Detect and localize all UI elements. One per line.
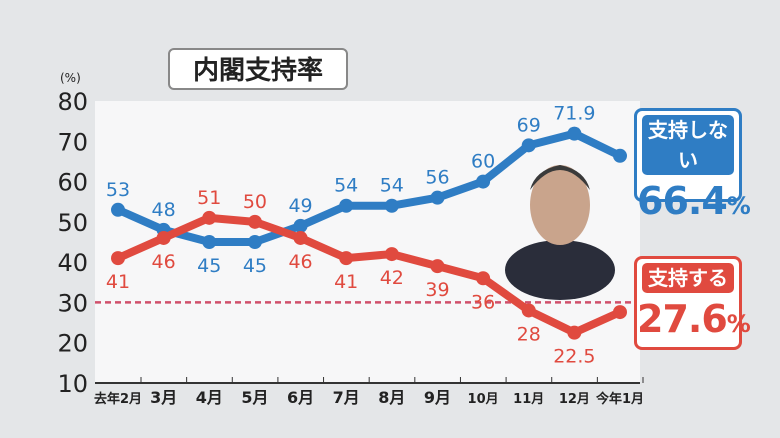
- x-tick-label: 今年1月: [595, 391, 644, 407]
- y-tick-label: 40: [57, 249, 88, 277]
- x-tick-label: 5月: [241, 388, 268, 407]
- y-tick-label: 60: [57, 169, 88, 197]
- data-point: [567, 325, 582, 340]
- data-label: 71.9: [553, 103, 595, 125]
- data-point: [156, 230, 171, 245]
- x-tick-label: 11月: [513, 392, 544, 407]
- x-tick-label: 4月: [196, 388, 223, 407]
- data-point: [111, 202, 125, 217]
- x-tick-label: 6月: [287, 388, 314, 407]
- data-point: [430, 259, 445, 274]
- data-label: 69: [517, 114, 541, 136]
- data-label: 22.5: [553, 346, 595, 368]
- y-tick-label: 80: [57, 88, 88, 116]
- data-point: [476, 271, 491, 286]
- data-label: 41: [334, 271, 358, 293]
- data-point: [430, 190, 445, 205]
- data-label: 41: [106, 271, 130, 293]
- data-label: 50: [243, 191, 267, 213]
- x-tick-label: 8月: [378, 388, 405, 407]
- y-tick-label: 50: [57, 209, 88, 237]
- data-label: 54: [380, 175, 404, 197]
- y-tick-label: 20: [57, 330, 88, 358]
- portrait-hair: [530, 165, 590, 190]
- chart-title: 内閣支持率: [168, 48, 348, 90]
- data-label: 51: [197, 187, 221, 209]
- data-point: [521, 303, 536, 318]
- x-tick-label: 3月: [150, 388, 177, 407]
- data-label: 54: [334, 175, 358, 197]
- data-label: 49: [288, 195, 312, 217]
- series-line-1: [116, 213, 622, 337]
- portrait-face: [530, 165, 590, 245]
- data-label: 39: [425, 279, 449, 301]
- data-point: [247, 235, 262, 249]
- approve-label: 支持する: [642, 263, 734, 293]
- approve-latest-value: 27.6%: [637, 297, 751, 341]
- data-point: [613, 305, 627, 320]
- y-tick-label: 70: [57, 128, 88, 156]
- approve-legend-box: 支持する 27.6%: [634, 256, 751, 350]
- data-label: 60: [471, 151, 495, 173]
- x-tick-label: 7月: [333, 388, 360, 407]
- y-tick-label: 30: [57, 289, 88, 317]
- data-label: 53: [106, 179, 130, 201]
- data-point: [339, 251, 354, 266]
- data-point: [476, 174, 491, 189]
- series-line-0: [116, 129, 622, 246]
- disapprove-legend-box: 支持しない 66.4%: [634, 108, 751, 223]
- x-tick-label: 10月: [468, 392, 499, 407]
- y-axis-unit: (%): [60, 71, 81, 85]
- data-label: 45: [243, 255, 267, 277]
- data-point: [293, 218, 308, 233]
- x-tick-label: 12月: [559, 392, 590, 407]
- data-point: [567, 126, 582, 141]
- data-point: [384, 247, 399, 262]
- y-tick-label: 10: [57, 370, 88, 398]
- data-label: 42: [380, 267, 404, 289]
- data-label: 48: [152, 199, 176, 221]
- x-tick-label: 去年2月: [94, 391, 142, 407]
- disapprove-latest-value: 66.4%: [637, 179, 751, 223]
- data-label: 45: [197, 255, 221, 277]
- data-point: [202, 235, 217, 249]
- data-point: [384, 198, 399, 213]
- data-point: [521, 138, 536, 153]
- data-point: [339, 198, 354, 213]
- data-point: [202, 210, 217, 225]
- data-point: [111, 251, 125, 266]
- data-label: 56: [425, 167, 449, 189]
- x-tick-label: 9月: [424, 388, 451, 407]
- data-point: [613, 148, 627, 163]
- data-point: [293, 230, 308, 245]
- data-label: 28: [517, 323, 541, 345]
- data-label: 46: [288, 251, 312, 273]
- data-label: 46: [152, 251, 176, 273]
- portrait-suit: [505, 240, 615, 300]
- disapprove-label: 支持しない: [642, 115, 734, 175]
- data-point: [247, 214, 262, 229]
- data-label: 36: [471, 291, 495, 313]
